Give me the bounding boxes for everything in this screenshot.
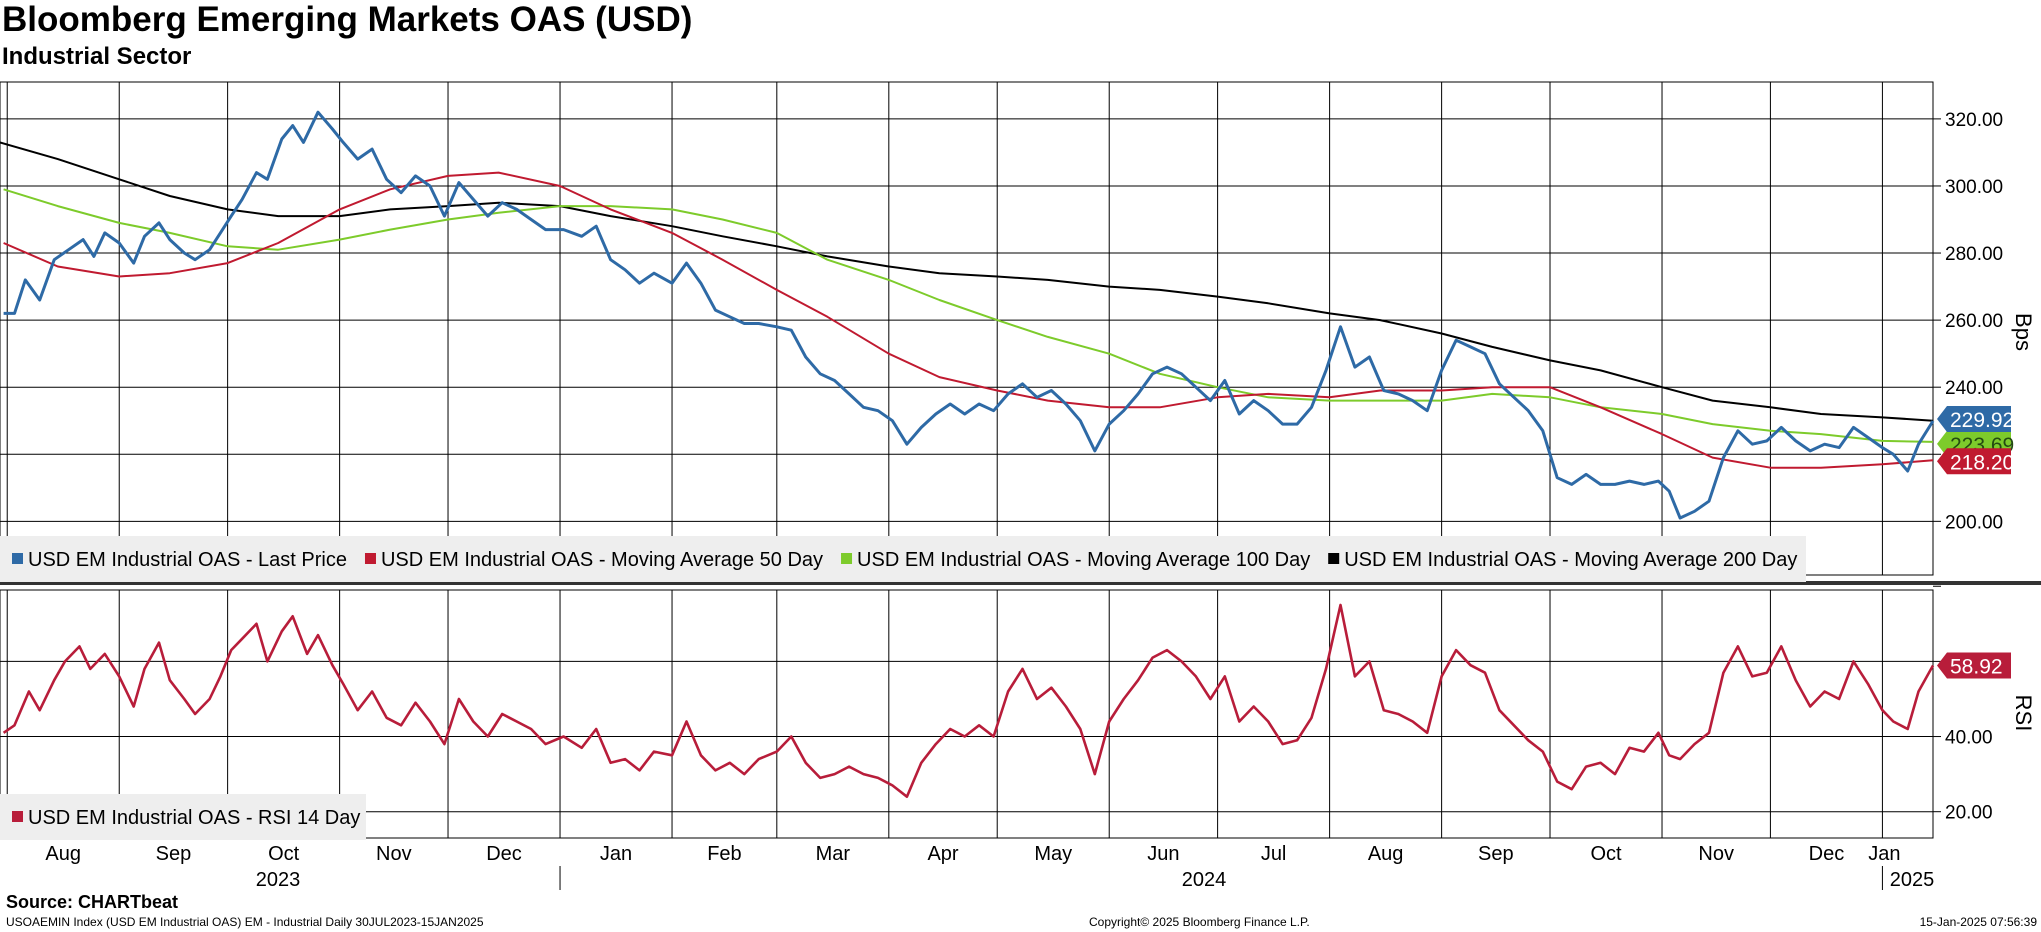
chart-subtitle: Industrial Sector xyxy=(2,43,192,70)
last-value-flag: 218.20 xyxy=(1937,448,2014,475)
legend-entry: USD EM Industrial OAS - Moving Average 5… xyxy=(381,549,823,571)
x-tick-label: Jun xyxy=(1147,843,1179,865)
legend-swatch xyxy=(12,553,23,564)
main-plot-area xyxy=(0,81,1934,576)
y-tick-label: 320.00 xyxy=(1945,110,2003,131)
source-note: Source: CHARTbeat xyxy=(6,892,179,912)
value-flag-label: 229.92 xyxy=(1950,409,2014,432)
series-ma50-line xyxy=(3,171,1934,469)
legend-swatch xyxy=(364,553,376,564)
x-tick-label: Feb xyxy=(707,843,741,865)
legend-entry: USD EM Industrial OAS - Moving Average 2… xyxy=(1344,549,1797,571)
legend-swatch xyxy=(12,811,23,822)
x-tick-label: Aug xyxy=(1368,843,1404,865)
y-tick-label: 40.00 xyxy=(1945,728,1993,749)
y-tick-label: 200.00 xyxy=(1945,512,2003,533)
legend-entry: USD EM Industrial OAS - RSI 14 Day xyxy=(28,807,360,829)
legend-swatch xyxy=(1328,553,1340,564)
legend-box xyxy=(0,536,1806,582)
chart-canvas: 200.00220.00240.00260.00280.00300.00320.… xyxy=(0,81,2041,890)
timestamp: 15-Jan-2025 07:56:39 xyxy=(1919,915,2037,929)
x-tick-label: Sep xyxy=(1478,843,1514,865)
x-tick-label: Nov xyxy=(1698,843,1734,865)
last-value-flag: 229.92 xyxy=(1937,405,2014,432)
x-tick-label: Dec xyxy=(1809,843,1845,865)
value-flag-shape xyxy=(1937,405,2011,432)
ticker-description: USOAEMIN Index (USD EM Industrial OAS) E… xyxy=(6,915,484,929)
x-tick-label: Dec xyxy=(486,843,522,865)
y-axis-title: Bps xyxy=(2011,313,2036,351)
y-tick-label: 260.00 xyxy=(1945,311,2003,332)
series-ma100-line xyxy=(3,188,1934,443)
x-tick-label: Jan xyxy=(600,843,632,865)
legend-entry: USD EM Industrial OAS - Last Price xyxy=(28,549,347,571)
value-flag-label: 58.92 xyxy=(1950,655,2003,678)
x-year-label: 2025 xyxy=(1890,869,1935,890)
chart-title: Bloomberg Emerging Markets OAS (USD) xyxy=(2,0,693,39)
y-tick-label: 20.00 xyxy=(1945,803,1993,824)
x-tick-label: Nov xyxy=(376,843,412,865)
series-last-price-line xyxy=(3,110,1935,520)
last-value-flag: 58.92 xyxy=(1937,652,2011,679)
y-tick-label: 240.00 xyxy=(1945,378,2003,399)
x-tick-label: Apr xyxy=(927,843,958,865)
x-tick-label: Oct xyxy=(1590,843,1622,865)
x-tick-label: Aug xyxy=(45,843,81,865)
series-rsi-line xyxy=(2,603,1935,798)
y-tick-label: 300.00 xyxy=(1945,177,2003,198)
y-tick-label: 280.00 xyxy=(1945,244,2003,265)
x-year-label: 2023 xyxy=(256,869,301,890)
x-tick-label: Jul xyxy=(1261,843,1287,865)
x-tick-label: Jan xyxy=(1868,843,1900,865)
value-flag-label: 218.20 xyxy=(1950,451,2014,474)
legend-swatch xyxy=(841,553,853,564)
copyright-note: Copyright© 2025 Bloomberg Finance L.P. xyxy=(1089,915,1310,929)
x-tick-label: Mar xyxy=(816,843,851,865)
value-flag-shape xyxy=(1937,448,2011,475)
x-year-label: 2024 xyxy=(1182,869,1227,890)
y-axis-title: RSI xyxy=(2011,695,2036,732)
x-tick-label: Oct xyxy=(268,843,300,865)
x-tick-label: Sep xyxy=(156,843,192,865)
legend-entry: USD EM Industrial OAS - Moving Average 1… xyxy=(857,549,1310,571)
x-tick-label: May xyxy=(1034,843,1072,865)
panel-separator xyxy=(0,581,2041,585)
value-flag-shape xyxy=(1937,652,2011,679)
legend-box xyxy=(0,794,366,840)
